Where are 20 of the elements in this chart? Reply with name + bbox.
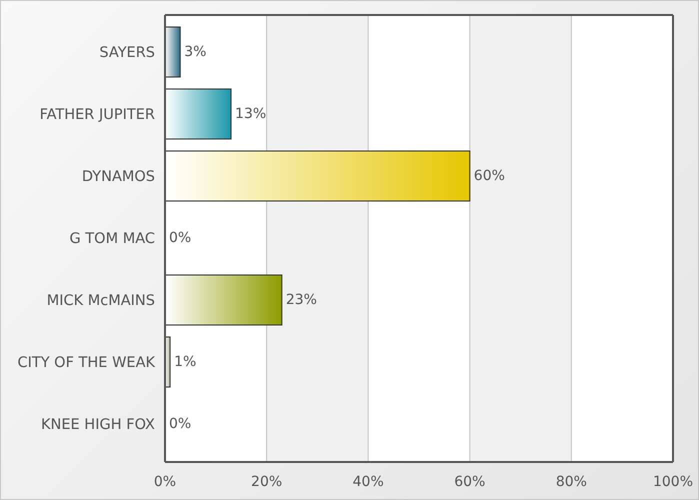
x-tick-label: 20% — [251, 474, 282, 490]
x-tick-label: 100% — [652, 474, 694, 490]
data-label: 3% — [184, 44, 206, 60]
y-tick-label: CITY OF THE WEAK — [17, 355, 156, 372]
x-tick-label: 0% — [154, 474, 176, 490]
y-tick-label: KNEE HIGH FOX — [41, 417, 156, 434]
y-tick-label: G TOM MAC — [69, 231, 155, 248]
y-tick-label: SAYERS — [99, 45, 155, 62]
data-label: 1% — [174, 354, 196, 370]
data-label: 60% — [474, 168, 505, 184]
data-label: 0% — [169, 416, 192, 432]
x-tick-label: 40% — [352, 474, 384, 490]
x-tick-label: 80% — [556, 474, 587, 490]
y-tick-label: DYNAMOS — [82, 169, 155, 186]
x-tick-label: 60% — [454, 474, 486, 490]
data-label: 23% — [286, 292, 317, 308]
y-tick-label: MICK McMAINS — [46, 293, 155, 310]
data-label: 13% — [235, 106, 266, 122]
data-label: 0% — [169, 230, 192, 246]
y-tick-label: FATHER JUPITER — [40, 107, 155, 124]
